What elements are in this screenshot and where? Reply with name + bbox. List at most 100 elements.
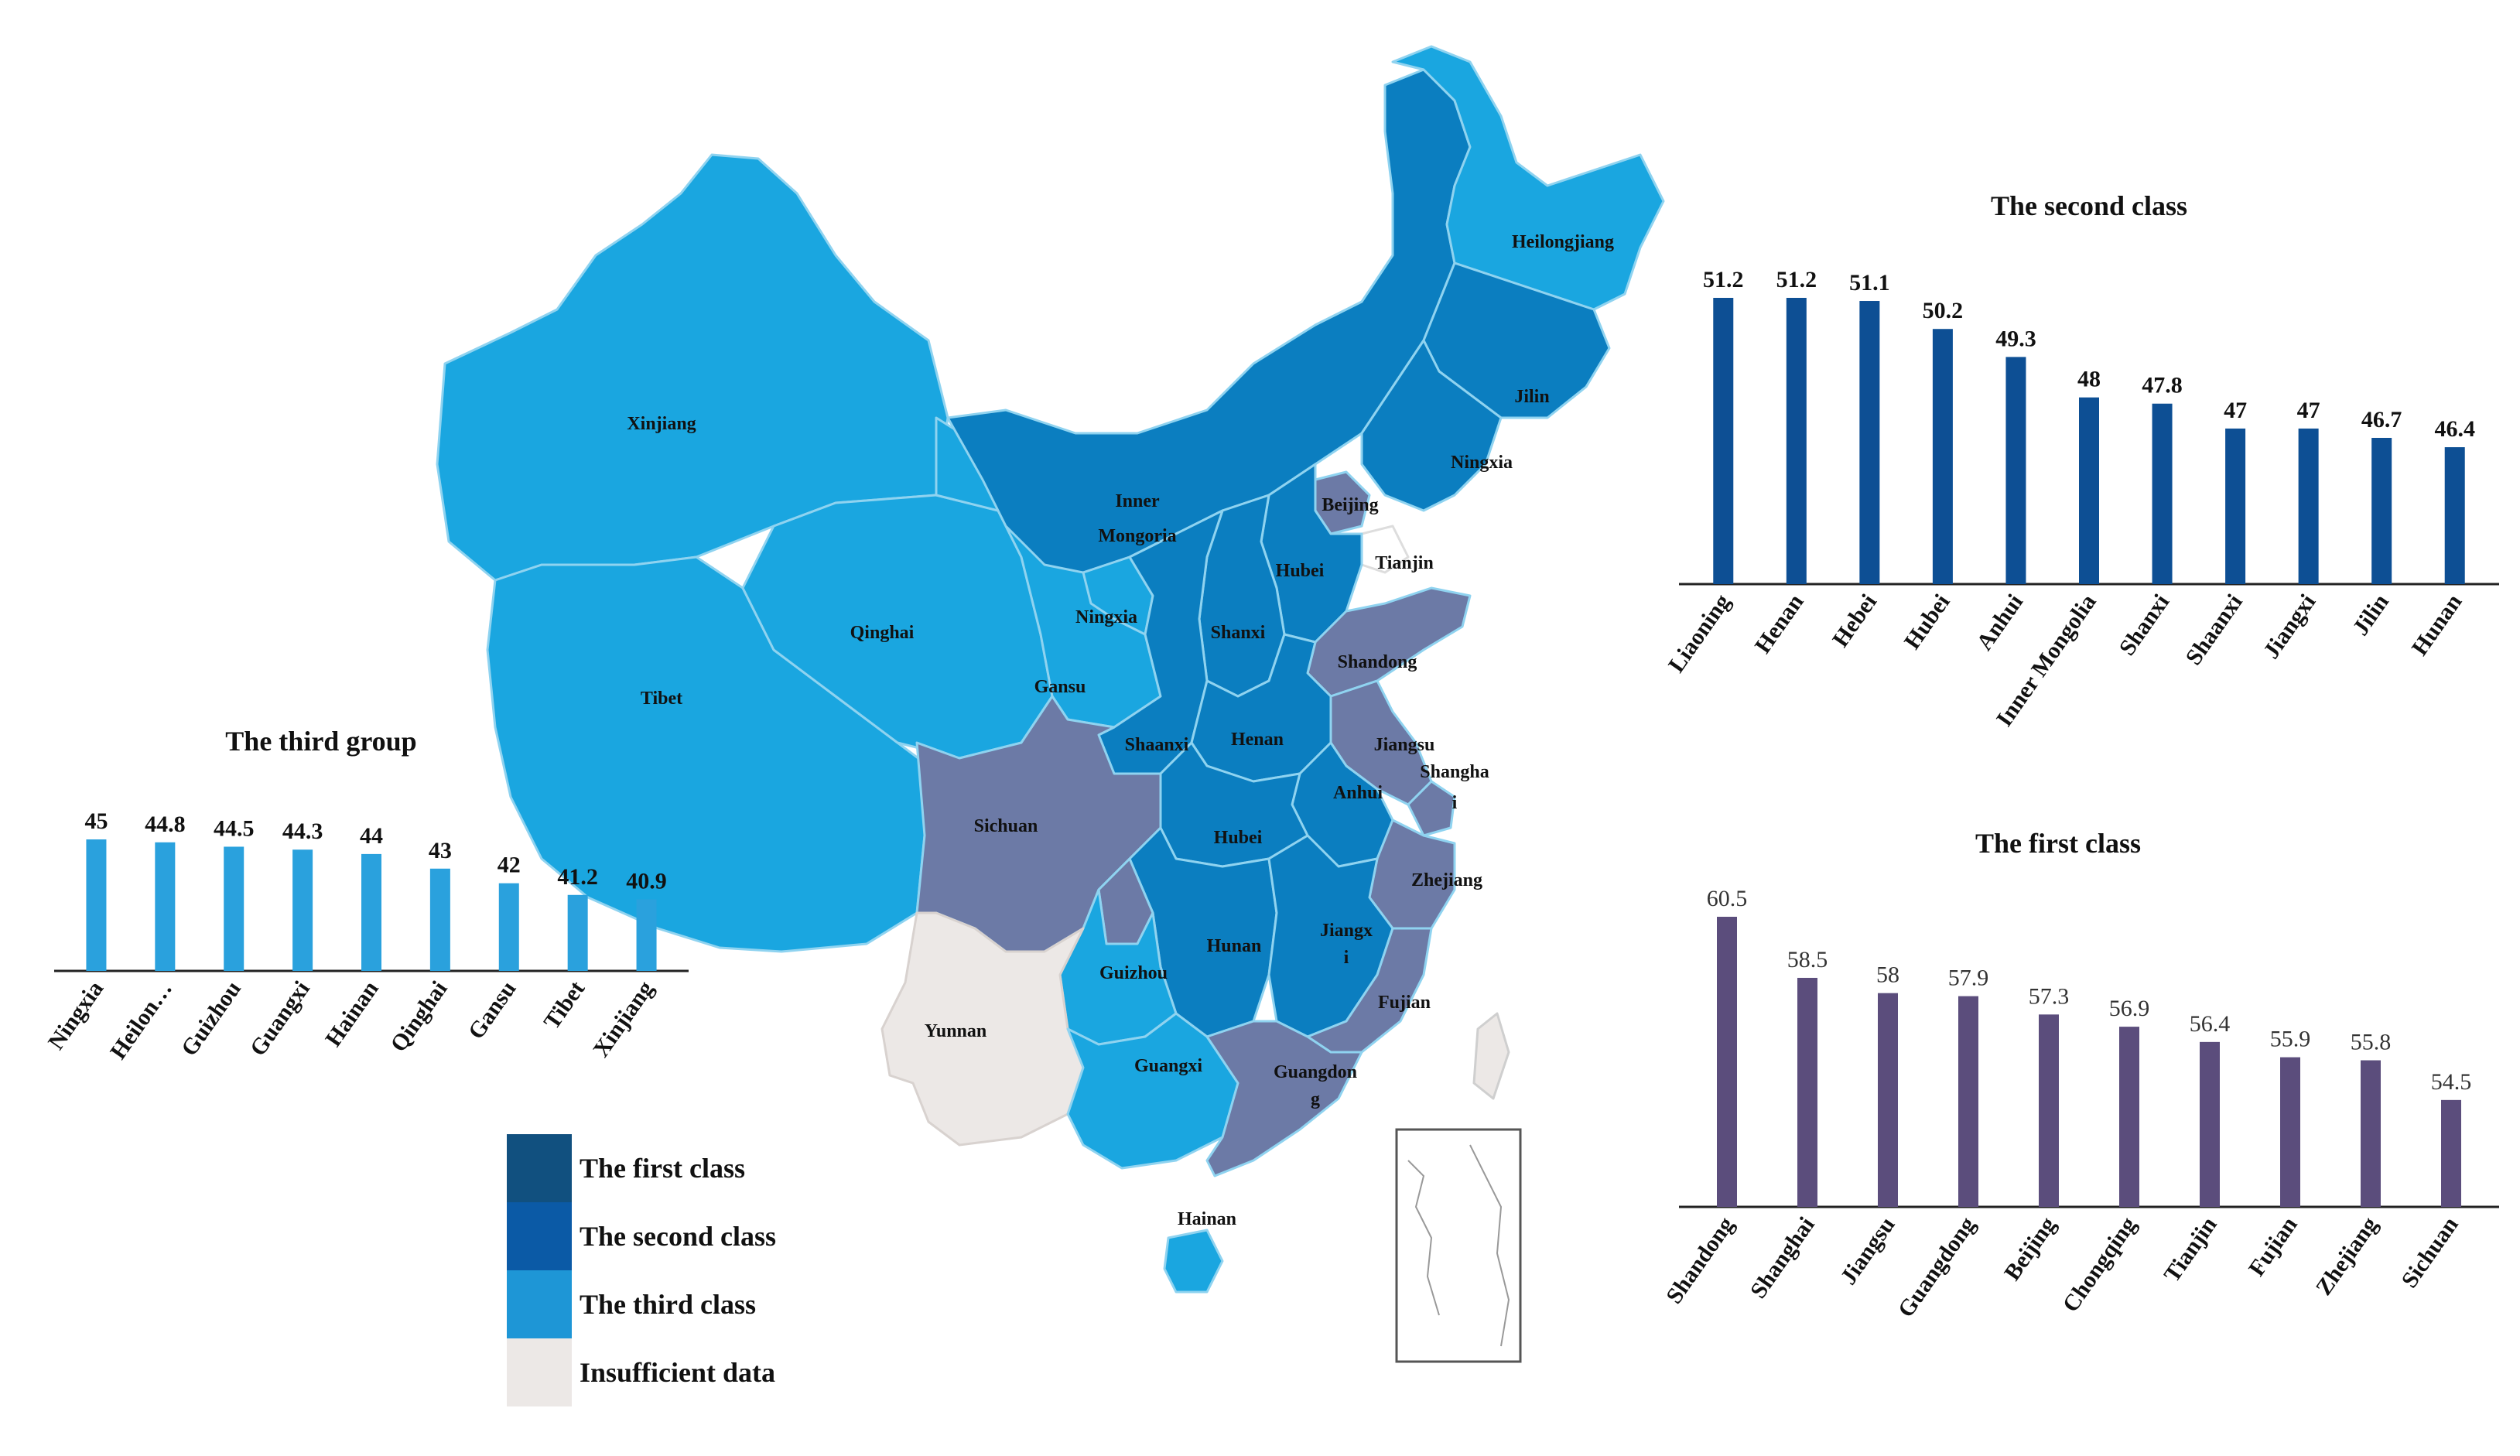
legend-item-insufficient-data: Insufficient data [507,1338,776,1406]
category-tick-label: Guangxi [245,976,315,1061]
category-tick-label: Shanghai [1746,1212,1820,1303]
map-label-jiangsu: Jiangsu [1374,735,1435,755]
category-tick-label: Gansu [463,976,521,1044]
chart-title: The first class [1975,828,2141,859]
bar [1958,996,1978,1207]
data-label: 46.7 [2361,407,2402,432]
legend-swatch-insufficient [507,1338,572,1406]
legend-label: The third class [580,1289,757,1320]
data-label: 44 [360,823,383,849]
map-label-gansu: Gansu [1034,677,1086,697]
map-regions [436,45,1665,1294]
category-tick-label: Shandong [1661,1212,1739,1308]
bar [2079,397,2099,584]
region-hainan [1163,1229,1224,1294]
legend-label: The second class [580,1221,777,1252]
data-label: 51.2 [1776,267,1817,292]
bar [1878,993,1898,1207]
bar [2119,1027,2139,1207]
data-label: 48 [2077,367,2101,392]
bar [2298,428,2319,584]
chart-title: The second class [1991,190,2187,221]
data-label: 47 [2297,398,2320,423]
category-tick-label: Chongqing [2057,1212,2141,1317]
data-label: 43 [429,838,452,863]
map-label-jilin: Jilin [1514,387,1549,407]
bar [636,899,657,971]
category-tick-label: Jiangsu [1835,1212,1899,1290]
map-label-tianjin: Tianjin [1375,553,1434,573]
map-label-jiangxi-1: Jiangx [1320,921,1373,941]
category-tick-label: Qinghai [385,976,452,1057]
bar [361,853,381,971]
data-label: 57.9 [1948,966,1989,991]
category-tick-label: Xinjiang [588,976,658,1061]
map-legend: The first class The second class The thi… [507,1134,776,1406]
category-tick-label: Zhejiang [2311,1212,2383,1300]
bar [1932,329,1953,584]
map-label-hainan: Hainan [1178,1209,1236,1229]
data-label: 58 [1876,962,1899,988]
map-label-inner-mongolia-2: Mongoria [1098,526,1176,546]
category-tick-label: Heilon… [105,976,177,1064]
region-guangdong [1205,1020,1363,1177]
category-tick-label: Hunan [2407,590,2467,661]
category-tick-label: Shaanxi [2180,590,2247,670]
map-label-shanghai-1: Shangha [1420,762,1489,782]
map-label-zhejiang: Zhejiang [1411,870,1482,890]
data-label: 44.5 [214,815,255,841]
bar [2225,428,2246,584]
chart-second-class: The second class 51.2 Liaoning 51.2 Henan 51… [1663,190,2499,731]
category-tick-label: Hainan [320,976,384,1051]
data-label: 55.9 [2270,1027,2311,1052]
map-label-fujian: Fujian [1378,993,1431,1013]
map-label-yunnan: Yunnan [925,1021,987,1041]
bar [1717,917,1737,1207]
data-label: 44.3 [282,819,323,844]
data-label: 42 [498,853,521,878]
data-label: 41.2 [557,864,598,890]
bar [2444,447,2465,584]
map-label-heilongjiang: Heilongjiang [1512,232,1614,252]
map-label-shaanxi: Shaanxi [1125,735,1189,755]
province-labels: Xinjiang Tibet Qinghai Gansu Inner Mongo… [627,232,1614,1229]
bar [2152,403,2173,584]
region-liaoning [1360,339,1503,512]
data-label: 56.4 [2190,1011,2231,1037]
map-label-sichuan: Sichuan [974,816,1038,836]
data-label: 57.3 [2029,983,2070,1009]
bar [1859,301,1880,584]
bar [292,849,313,971]
category-tick-label: Hebei [1828,590,1882,651]
category-tick-label: Sichuan [2396,1212,2464,1293]
bar [1786,298,1807,584]
data-label: 49.3 [1995,326,2036,351]
data-label: 47.8 [2142,373,2183,398]
category-tick-label: Henan [1750,590,1809,658]
category-tick-label: Tianjin [2159,1212,2221,1287]
bar [567,894,588,971]
map-label-guizhou: Guizhou [1099,963,1168,983]
data-label: 58.5 [1787,947,1828,972]
bar [2361,1060,2381,1207]
data-label: 60.5 [1707,886,1748,911]
bar [86,839,107,971]
chart-third-group: The third group 45 Ningxia 44.8 Heilon… 44.5… [43,726,689,1064]
map-label-guangxi: Guangxi [1134,1056,1202,1076]
bar [429,868,450,971]
chart-first-class: The first class 60.5 Shandong 58.5 Shanghai… [1661,828,2499,1322]
map-label-xinjiang: Xinjiang [627,414,696,434]
map-label-shandong: Shandong [1338,652,1417,672]
map-label-beijing: Beijing [1322,495,1378,515]
category-tick-label: Anhui [1971,590,2028,655]
map-label-henan: Henan [1231,730,1284,750]
category-tick-label: Beijing [1999,1212,2061,1285]
map-label-inner-mongolia-1: Inner [1115,491,1160,511]
legend-item-second-class: The second class [507,1202,776,1270]
bar [224,846,244,971]
bar [2039,1014,2059,1207]
bar [2441,1099,2461,1207]
category-tick-label: Shanxi [2115,590,2175,660]
bar [1713,298,1734,584]
